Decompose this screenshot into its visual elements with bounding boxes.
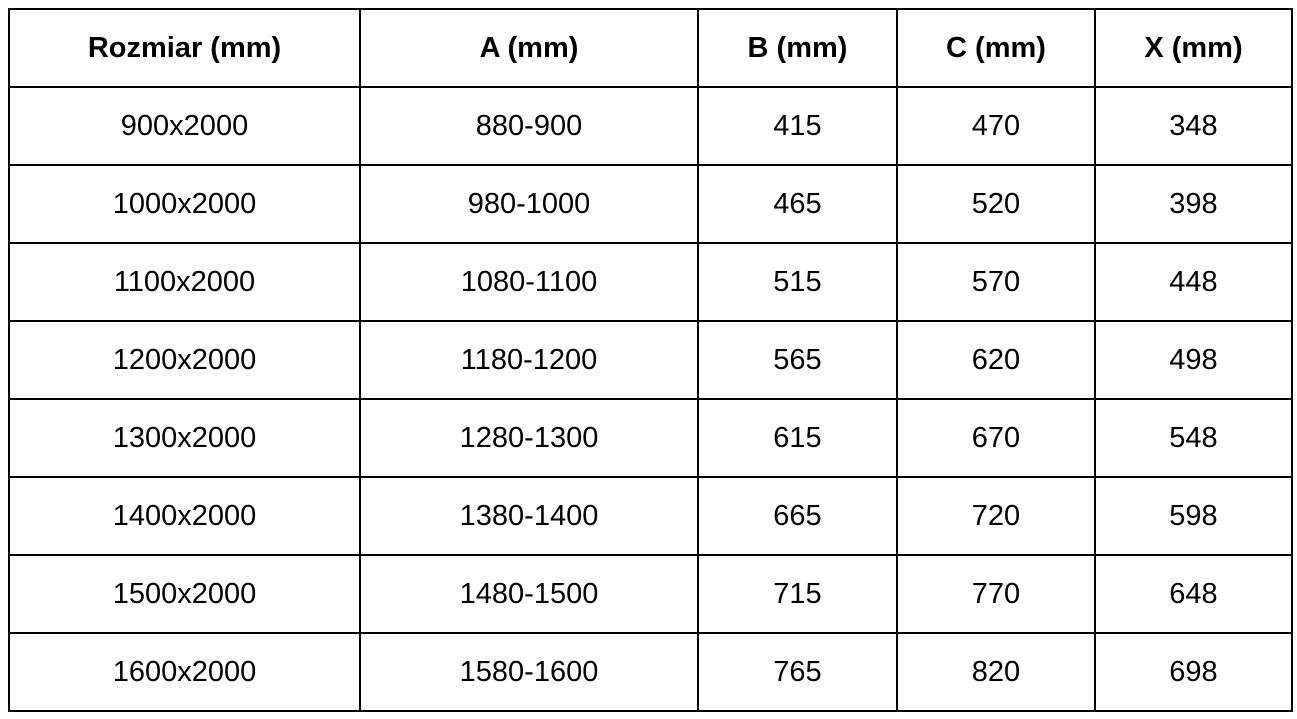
table-row: 1400x2000 1380-1400 665 720 598 bbox=[8, 476, 1293, 556]
cell-c: 720 bbox=[896, 476, 1096, 556]
cell-b: 465 bbox=[697, 164, 898, 244]
cell-c: 520 bbox=[896, 164, 1096, 244]
cell-size: 1000x2000 bbox=[8, 164, 361, 244]
table-row: 1000x2000 980-1000 465 520 398 bbox=[8, 164, 1293, 244]
cell-a: 880-900 bbox=[359, 86, 699, 166]
cell-size: 1100x2000 bbox=[8, 242, 361, 322]
header-size: Rozmiar (mm) bbox=[8, 8, 361, 88]
cell-size: 1200x2000 bbox=[8, 320, 361, 400]
cell-x: 648 bbox=[1094, 554, 1293, 634]
cell-a: 1080-1100 bbox=[359, 242, 699, 322]
cell-b: 415 bbox=[697, 86, 898, 166]
cell-x: 498 bbox=[1094, 320, 1293, 400]
cell-x: 598 bbox=[1094, 476, 1293, 556]
cell-c: 820 bbox=[896, 632, 1096, 712]
cell-c: 620 bbox=[896, 320, 1096, 400]
table-row: 1600x2000 1580-1600 765 820 698 bbox=[8, 632, 1293, 712]
header-x: X (mm) bbox=[1094, 8, 1293, 88]
table-row: 1200x2000 1180-1200 565 620 498 bbox=[8, 320, 1293, 400]
cell-a: 1380-1400 bbox=[359, 476, 699, 556]
cell-b: 765 bbox=[697, 632, 898, 712]
cell-b: 615 bbox=[697, 398, 898, 478]
cell-b: 715 bbox=[697, 554, 898, 634]
cell-size: 1400x2000 bbox=[8, 476, 361, 556]
cell-a: 1480-1500 bbox=[359, 554, 699, 634]
cell-c: 470 bbox=[896, 86, 1096, 166]
cell-c: 570 bbox=[896, 242, 1096, 322]
table-row: 900x2000 880-900 415 470 348 bbox=[8, 86, 1293, 166]
cell-c: 770 bbox=[896, 554, 1096, 634]
cell-x: 398 bbox=[1094, 164, 1293, 244]
cell-x: 548 bbox=[1094, 398, 1293, 478]
cell-x: 698 bbox=[1094, 632, 1293, 712]
table-row: 1500x2000 1480-1500 715 770 648 bbox=[8, 554, 1293, 634]
header-a: A (mm) bbox=[359, 8, 699, 88]
cell-a: 980-1000 bbox=[359, 164, 699, 244]
header-row: Rozmiar (mm) A (mm) B (mm) C (mm) X (mm) bbox=[8, 8, 1293, 88]
cell-c: 670 bbox=[896, 398, 1096, 478]
cell-b: 565 bbox=[697, 320, 898, 400]
cell-a: 1180-1200 bbox=[359, 320, 699, 400]
cell-size: 1600x2000 bbox=[8, 632, 361, 712]
cell-x: 448 bbox=[1094, 242, 1293, 322]
cell-a: 1280-1300 bbox=[359, 398, 699, 478]
table-row: 1300x2000 1280-1300 615 670 548 bbox=[8, 398, 1293, 478]
cell-b: 665 bbox=[697, 476, 898, 556]
table-row: 1100x2000 1080-1100 515 570 448 bbox=[8, 242, 1293, 322]
dimensions-table: Rozmiar (mm) A (mm) B (mm) C (mm) X (mm) 900… bbox=[8, 8, 1293, 712]
header-c: C (mm) bbox=[896, 8, 1096, 88]
cell-a: 1580-1600 bbox=[359, 632, 699, 712]
cell-size: 1300x2000 bbox=[8, 398, 361, 478]
cell-b: 515 bbox=[697, 242, 898, 322]
cell-size: 1500x2000 bbox=[8, 554, 361, 634]
cell-size: 900x2000 bbox=[8, 86, 361, 166]
cell-x: 348 bbox=[1094, 86, 1293, 166]
header-b: B (mm) bbox=[697, 8, 898, 88]
